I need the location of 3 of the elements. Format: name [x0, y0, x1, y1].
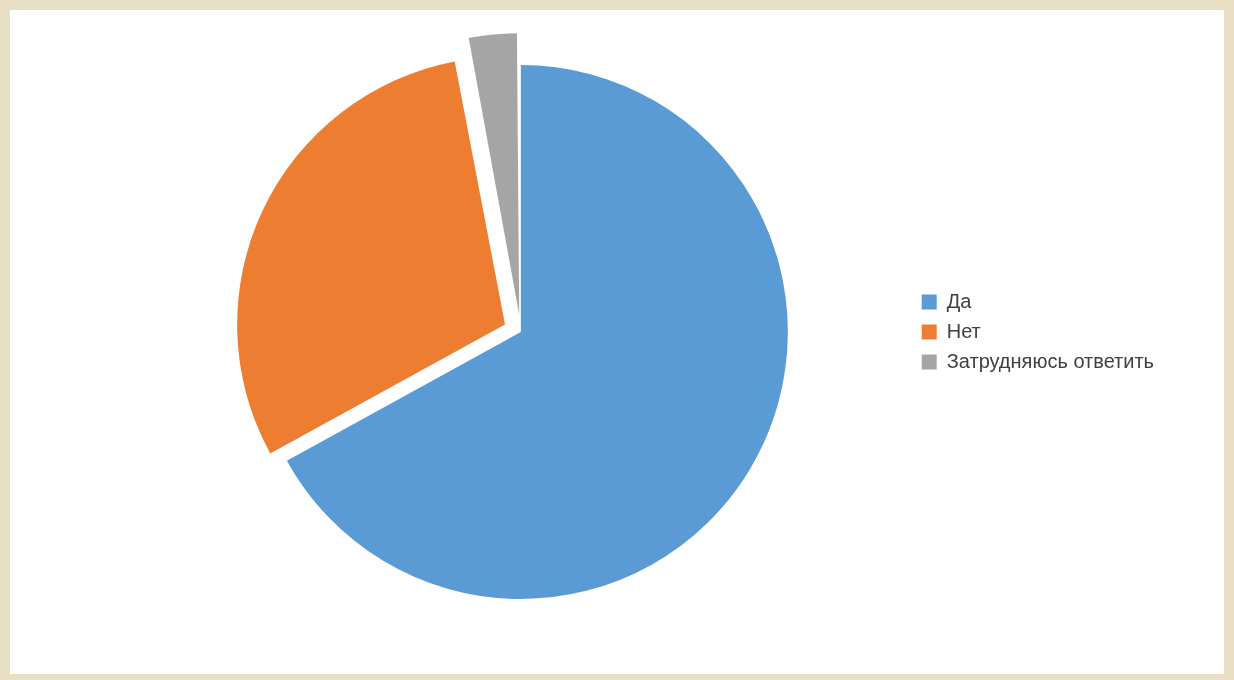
legend-label: Да — [946, 289, 973, 312]
legend-label: Затрудняюсь ответить — [946, 349, 1154, 372]
legend-label: Нет — [946, 319, 981, 342]
